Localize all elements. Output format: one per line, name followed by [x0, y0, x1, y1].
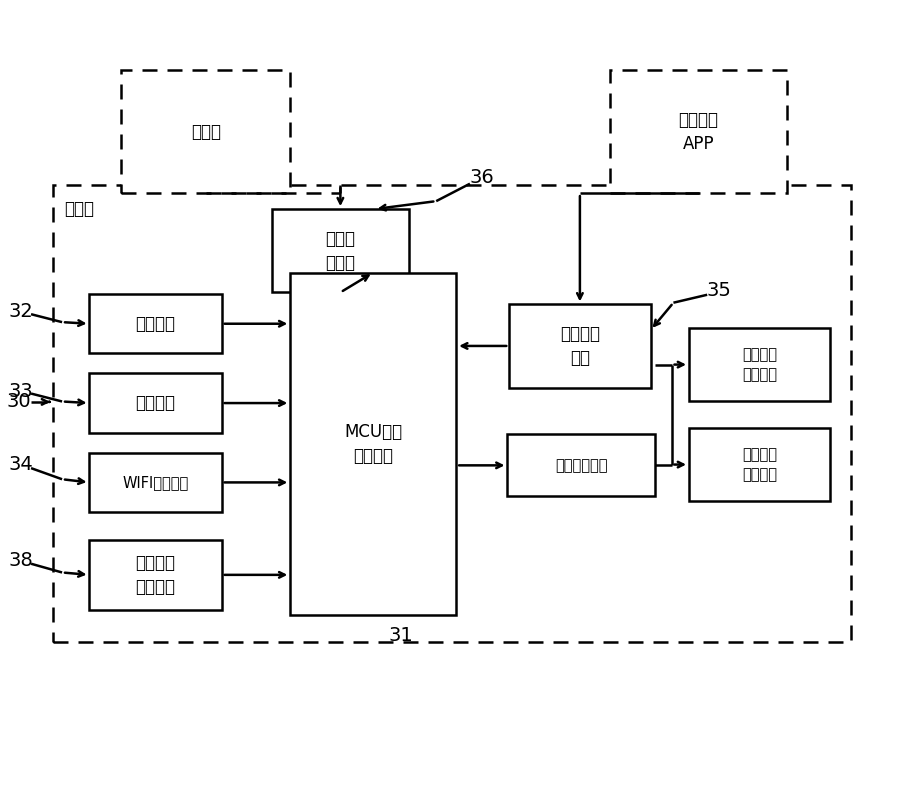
- Bar: [509, 304, 651, 388]
- Bar: [688, 328, 831, 401]
- Bar: [610, 70, 788, 193]
- Bar: [290, 272, 456, 615]
- Text: 无线通讯
模块: 无线通讯 模块: [560, 325, 599, 367]
- Text: 32: 32: [8, 302, 33, 321]
- Text: 电机驱动模组: 电机驱动模组: [555, 458, 608, 473]
- Bar: [53, 185, 851, 642]
- Text: 声控模块: 声控模块: [136, 394, 175, 412]
- Bar: [89, 540, 222, 610]
- Text: 36: 36: [469, 168, 494, 187]
- Text: 智能手机
APP: 智能手机 APP: [678, 111, 719, 153]
- Bar: [508, 435, 655, 496]
- Bar: [89, 373, 222, 433]
- Bar: [688, 428, 831, 501]
- Text: 35: 35: [707, 280, 732, 300]
- Text: 遥控器: 遥控器: [191, 123, 221, 141]
- Text: MCU中央
控制单元: MCU中央 控制单元: [344, 423, 402, 465]
- Bar: [272, 209, 409, 292]
- Text: 面板按键
控制电路: 面板按键 控制电路: [136, 554, 175, 595]
- Text: 34: 34: [8, 455, 33, 475]
- Bar: [121, 70, 290, 193]
- Bar: [89, 453, 222, 512]
- Text: 红外接
收模组: 红外接 收模组: [325, 230, 355, 272]
- Text: 31: 31: [388, 626, 413, 645]
- Text: 38: 38: [8, 551, 33, 570]
- Bar: [89, 294, 222, 353]
- Text: 30: 30: [7, 392, 31, 411]
- Text: WIFI接收模组: WIFI接收模组: [122, 475, 189, 490]
- Text: 平开电机
驱动接口: 平开电机 驱动接口: [742, 348, 778, 382]
- Text: 33: 33: [8, 382, 33, 400]
- Text: 气候模块: 气候模块: [136, 315, 175, 332]
- Text: 控制器: 控制器: [64, 200, 94, 217]
- Text: 落锁电机
驱动接口: 落锁电机 驱动接口: [742, 447, 778, 482]
